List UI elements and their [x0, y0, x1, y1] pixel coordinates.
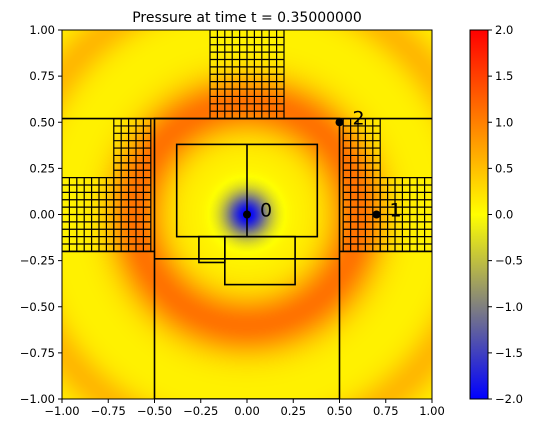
y-tick-label: 0.00: [29, 208, 55, 222]
colorbar-tick-label: −2.0: [495, 392, 523, 406]
colorbar: [469, 29, 489, 400]
gauge-label-2: 2: [353, 107, 365, 129]
y-tick-label: 0.25: [29, 161, 55, 175]
y-axis: 1.00 0.75 0.50 0.25 0.00 −0.25 −0.50 −0.75 −1.00: [20, 23, 62, 406]
amr-patch-group: [62, 117, 432, 399]
colorbar-axis: 2.0 1.5 1.0 0.5 0.0 −0.5 −1.0 −1.5 −2.0: [488, 23, 523, 406]
gauge-marker-0: [243, 210, 251, 219]
gauge-marker-1: [372, 210, 381, 219]
colorbar-tick-label: 0.5: [495, 161, 513, 175]
x-tick-label: 0.25: [280, 404, 306, 418]
gauge-marker-2: [335, 118, 344, 127]
colorbar-tick-label: −1.5: [495, 346, 523, 360]
amr-patch-3: [224, 235, 296, 286]
x-axis: −1.00 −0.75 −0.50 −0.25 0.00 0.25 0.50 0.75 1.00: [44, 399, 445, 418]
plot-area: [62, 30, 432, 399]
gauge-label-0: 0: [260, 200, 272, 222]
x-tick-label: −0.50: [137, 404, 172, 418]
colorbar-tick-label: 0.0: [495, 208, 513, 222]
gauge-group: [243, 118, 381, 219]
x-tick-label: 1.00: [419, 404, 445, 418]
y-tick-label: 0.75: [29, 69, 55, 83]
y-tick-label: 0.50: [29, 115, 55, 129]
y-tick-label: −0.50: [20, 300, 55, 314]
y-tick-label: −0.75: [20, 346, 55, 360]
x-tick-label: −1.00: [44, 404, 79, 418]
colorbar-tick-label: 2.0: [495, 23, 513, 37]
y-tick-label: 1.00: [29, 23, 55, 37]
colorbar-tick-label: −0.5: [495, 254, 523, 268]
y-tick-label: −0.25: [20, 254, 55, 268]
colorbar-tick-label: −1.0: [495, 300, 523, 314]
colorbar-tick-label: 1.5: [495, 69, 513, 83]
y-tick-label: −1.00: [20, 392, 55, 406]
fine-grid-group: [62, 30, 432, 252]
x-tick-label: 0.75: [373, 404, 399, 418]
chart-title: Pressure at time t = 0.35000000: [132, 10, 362, 26]
x-tick-label: −0.75: [91, 404, 126, 418]
fine-grid-0: [209, 30, 285, 120]
amr-patch-0: [153, 117, 341, 399]
fine-grid-2: [62, 177, 115, 252]
gauge-label-group: 0 1 2: [260, 107, 402, 221]
x-tick-label: 0.50: [327, 404, 353, 418]
x-tick-label: −0.25: [183, 404, 218, 418]
colorbar-tick-label: 1.0: [495, 115, 513, 129]
x-tick-label: 0.00: [234, 404, 260, 418]
fine-grid-4: [379, 177, 432, 252]
gauge-label-1: 1: [390, 200, 402, 222]
